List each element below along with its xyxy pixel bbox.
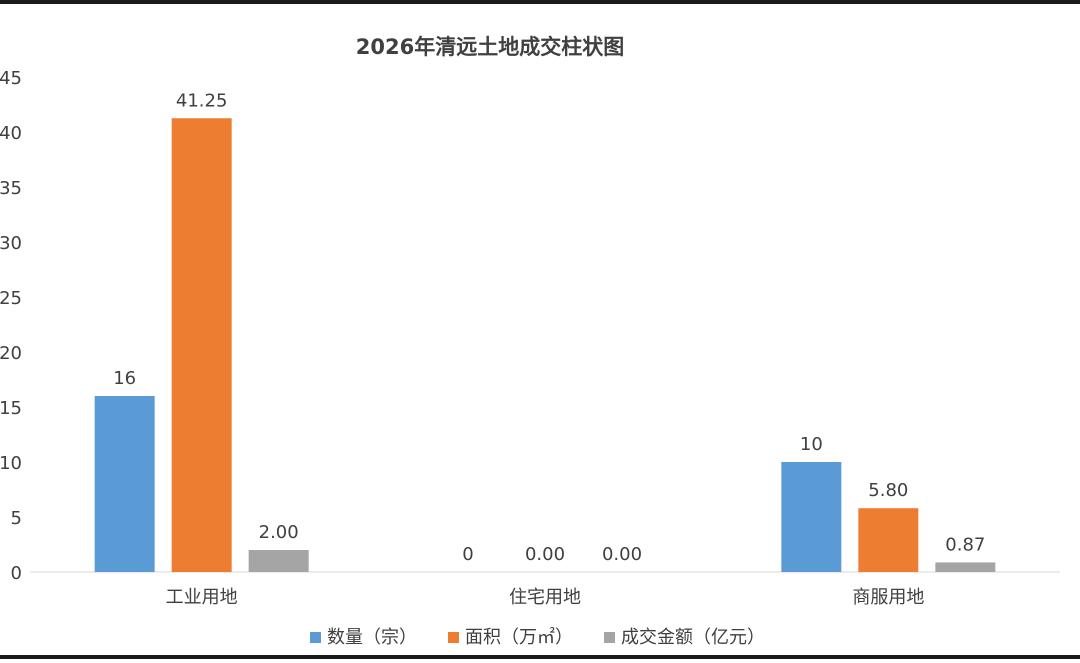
bar-chart: 2026年清远土地成交柱状图 0 5 10 15 20 25 30 35 40 45 16 41.2… [0,35,1060,648]
y-axis: 0 5 10 15 20 25 30 35 40 45 [0,68,1060,584]
bar-0-1 [171,118,232,572]
y-tick-label: 35 [0,178,22,199]
data-label: 10 [800,434,823,455]
bar-2-2 [935,562,996,572]
data-label: 2.00 [259,522,299,543]
data-label: 0 [462,544,473,565]
y-tick-label: 25 [0,288,22,309]
bar-0-0 [94,396,155,572]
legend-swatch [604,632,615,643]
legend-label: 数量（宗） [327,627,417,648]
data-label: 0.87 [945,534,985,555]
y-tick-label: 10 [0,453,22,474]
data-label: 16 [113,368,136,389]
y-tick-label: 20 [0,343,22,364]
y-tick-label: 5 [11,508,22,529]
category-label: 工业用地 [166,587,238,608]
bar-0-2 [248,550,309,572]
data-label: 41.25 [176,90,228,111]
y-tick-label: 30 [0,233,22,254]
legend-label: 成交金额（亿元） [621,627,765,648]
category-label: 住宅用地 [509,587,581,608]
y-tick-label: 40 [0,123,22,144]
data-labels-group: 16 41.25 2.00 0 0.00 0.00 10 5.80 0.87 [113,90,985,565]
bars-group [94,118,996,572]
data-label: 5.80 [868,480,908,501]
bar-2-1 [858,508,919,572]
legend-swatch [448,632,459,643]
y-tick-label: 15 [0,398,22,419]
bar-2-0 [781,462,842,572]
data-label: 0.00 [525,544,565,565]
legend: 数量（宗） 面积（万㎡） 成交金额（亿元） [310,626,765,648]
legend-label: 面积（万㎡） [465,626,573,648]
y-tick-label: 0 [11,563,22,584]
category-label: 商服用地 [852,587,924,608]
legend-swatch [310,632,321,643]
chart-title: 2026年清远土地成交柱状图 [356,35,624,59]
y-tick-label: 45 [0,68,22,89]
data-label: 0.00 [602,544,642,565]
category-labels-group: 工业用地 住宅用地 商服用地 [166,587,925,608]
